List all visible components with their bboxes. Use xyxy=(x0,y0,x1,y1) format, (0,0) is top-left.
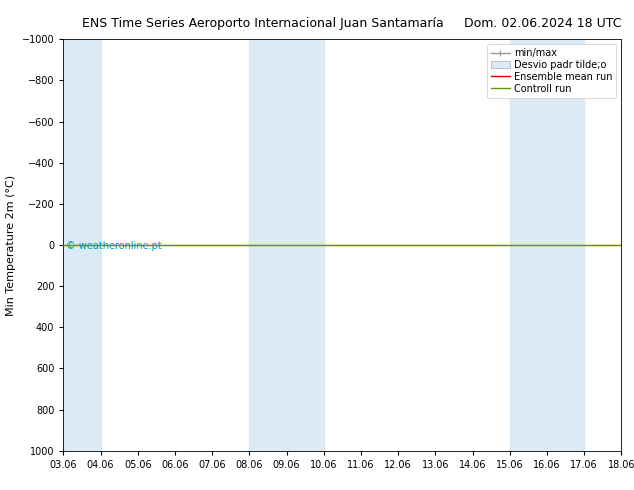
Bar xyxy=(249,39,324,451)
Legend: min/max, Desvio padr tilde;o, Ensemble mean run, Controll run: min/max, Desvio padr tilde;o, Ensemble m… xyxy=(487,44,616,98)
Bar xyxy=(63,39,101,451)
Bar xyxy=(510,39,584,451)
Text: ENS Time Series Aeroporto Internacional Juan Santamaría: ENS Time Series Aeroporto Internacional … xyxy=(82,17,444,30)
Text: © weatheronline.pt: © weatheronline.pt xyxy=(66,241,162,251)
Y-axis label: Min Temperature 2m (°C): Min Temperature 2m (°C) xyxy=(6,174,16,316)
Text: Dom. 02.06.2024 18 UTC: Dom. 02.06.2024 18 UTC xyxy=(464,17,621,30)
